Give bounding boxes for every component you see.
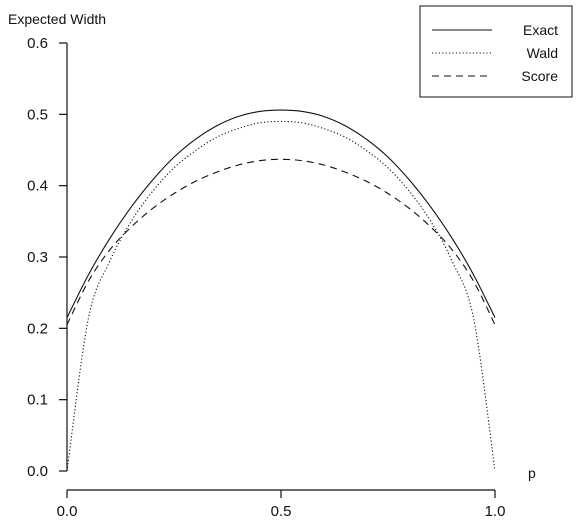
x-tick-label: 0.5 <box>271 503 292 520</box>
y-tick-label: 0.0 <box>27 463 48 480</box>
x-axis-title: p <box>528 465 536 481</box>
legend-box <box>419 5 573 98</box>
legend-label-wald: Wald <box>527 45 558 61</box>
series-line-exact <box>66 109 496 318</box>
legend-label-exact: Exact <box>523 22 558 38</box>
y-tick-label: 0.6 <box>27 35 48 52</box>
legend: Exact Wald Score <box>419 5 573 98</box>
series-line-wald <box>66 120 496 472</box>
x-axis-ticks: 0.0 0.5 1.0 <box>57 490 506 520</box>
y-axis-ticks: 0.0 0.1 0.2 0.3 0.4 0.5 0.6 <box>27 35 67 480</box>
y-tick-label: 0.1 <box>27 392 48 409</box>
y-axis-title: Expected Width <box>8 11 106 27</box>
series-group <box>66 109 496 472</box>
y-tick-label: 0.4 <box>27 178 48 195</box>
y-tick-label: 0.5 <box>27 106 48 123</box>
x-tick-label: 1.0 <box>485 503 506 520</box>
x-tick-label: 0.0 <box>57 503 78 520</box>
series-line-score <box>66 158 496 326</box>
legend-label-score: Score <box>521 68 558 84</box>
y-tick-label: 0.3 <box>27 249 48 266</box>
y-tick-label: 0.2 <box>27 320 48 337</box>
